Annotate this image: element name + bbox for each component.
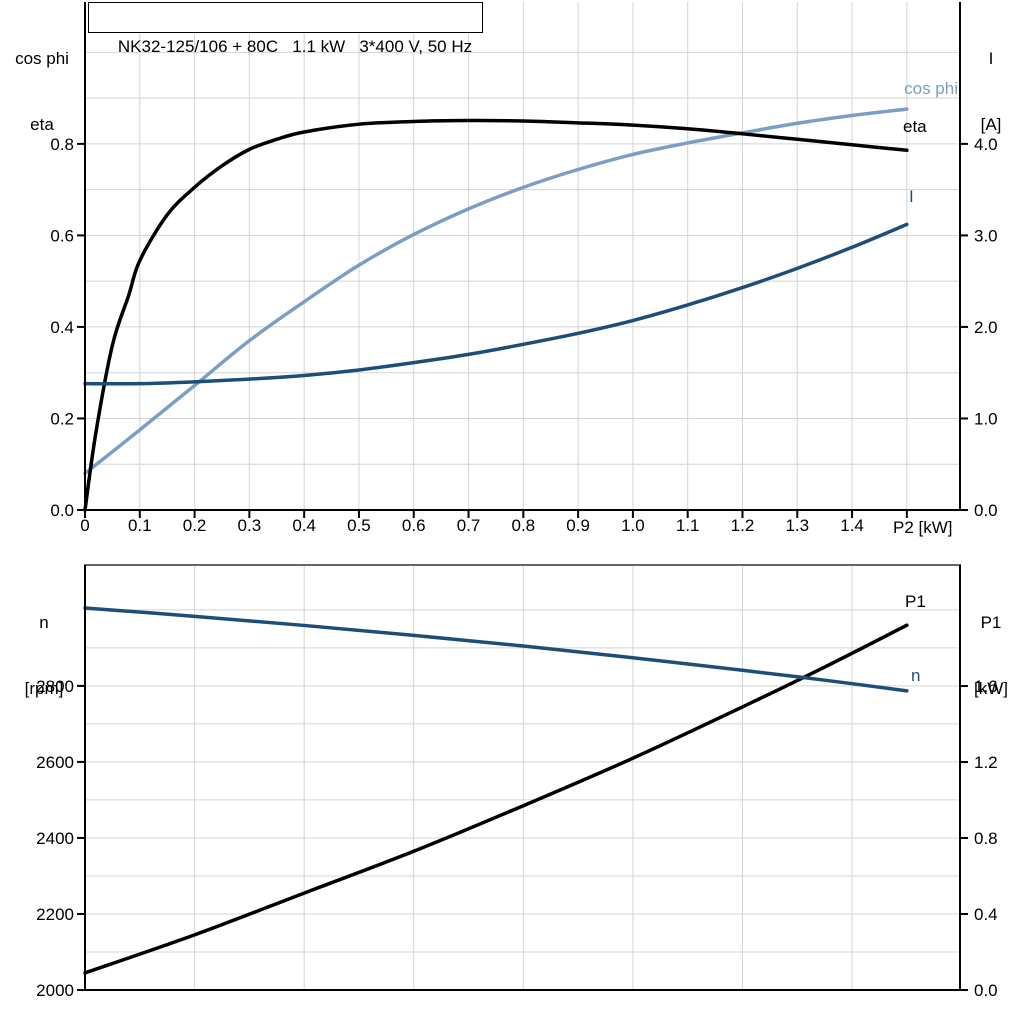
right-tick-label: 3.0: [974, 226, 998, 245]
axis-title-cos-phi: cos phi: [15, 49, 69, 68]
top-left-axis-title: cos phi eta: [4, 4, 80, 180]
right-tick-label: 1.0: [974, 409, 998, 428]
top-right-axis-title: I [A]: [962, 4, 1020, 180]
x-tick-label: 0.2: [183, 516, 207, 535]
left-tick-label: 2200: [36, 905, 74, 924]
curve-label-p1: P1: [905, 592, 926, 611]
x-tick-label: 0.7: [457, 516, 481, 535]
left-tick-label: 0.0: [50, 501, 74, 520]
right-tick-label: 0.0: [974, 981, 998, 1000]
x-tick-label: 1.3: [785, 516, 809, 535]
axis-title-current: I: [988, 49, 994, 68]
left-tick-label: 0.6: [50, 226, 74, 245]
axis-title-p1-unit: [kW]: [974, 679, 1008, 698]
axis-title-p1: P1: [980, 613, 1002, 632]
x-tick-label: 1.2: [731, 516, 755, 535]
x-tick-label: 0.4: [292, 516, 316, 535]
curve-cos-phi: [83, 107, 909, 476]
axis-title-speed-unit: [rpm]: [24, 679, 64, 698]
curve-n: [83, 606, 909, 693]
left-tick-label: 2600: [36, 753, 74, 772]
right-tick-label: 2.0: [974, 318, 998, 337]
curve-label-cos-phi: cos phi: [904, 79, 958, 98]
axis-title-eta: eta: [30, 115, 54, 134]
right-tick-label: 0.8: [974, 829, 998, 848]
left-tick-label: 0.8: [50, 135, 74, 154]
bottom-left-axis-title: n [rpm]: [8, 568, 80, 744]
left-tick-label: 0.2: [50, 409, 74, 428]
x-tick-label: 1.4: [840, 516, 864, 535]
x-tick-label: 1.1: [676, 516, 700, 535]
x-tick-label: 0.1: [128, 516, 152, 535]
x-tick-label: 0.3: [238, 516, 262, 535]
x-tick-label: 0: [80, 516, 89, 535]
x-tick-label: 0.6: [402, 516, 426, 535]
axis-title-speed: n: [39, 613, 49, 632]
chart-title-box: NK32-125/106 + 80C 1.1 kW 3*400 V, 50 Hz: [88, 2, 484, 56]
curve-label-n: n: [911, 666, 921, 685]
left-tick-label: 2800: [36, 677, 74, 696]
curve-I: [83, 222, 909, 386]
right-tick-label: 0.4: [974, 905, 998, 924]
x-axis-title: P2 [kW]: [893, 518, 953, 537]
curve-label-current: I: [909, 187, 914, 206]
curve-P1: [83, 623, 909, 975]
curve-label-eta: eta: [903, 117, 927, 136]
right-tick-label: 1.6: [974, 677, 998, 696]
x-tick-label: 0.8: [512, 516, 536, 535]
right-tick-label: 0.0: [974, 501, 998, 520]
right-tick-label: 4.0: [974, 135, 998, 154]
left-tick-label: 0.4: [50, 318, 74, 337]
chart-title: NK32-125/106 + 80C 1.1 kW 3*400 V, 50 Hz: [117, 37, 473, 56]
left-tick-label: 2000: [36, 981, 74, 1000]
curve-eta: [83, 118, 909, 512]
x-tick-label: 0.5: [347, 516, 371, 535]
left-tick-label: 2400: [36, 829, 74, 848]
axis-title-current-unit: [A]: [980, 115, 1002, 134]
x-tick-label: 0.9: [566, 516, 590, 535]
x-tick-label: 1.0: [621, 516, 645, 535]
right-tick-label: 1.2: [974, 753, 998, 772]
bottom-right-axis-title: P1 [kW]: [960, 568, 1022, 744]
